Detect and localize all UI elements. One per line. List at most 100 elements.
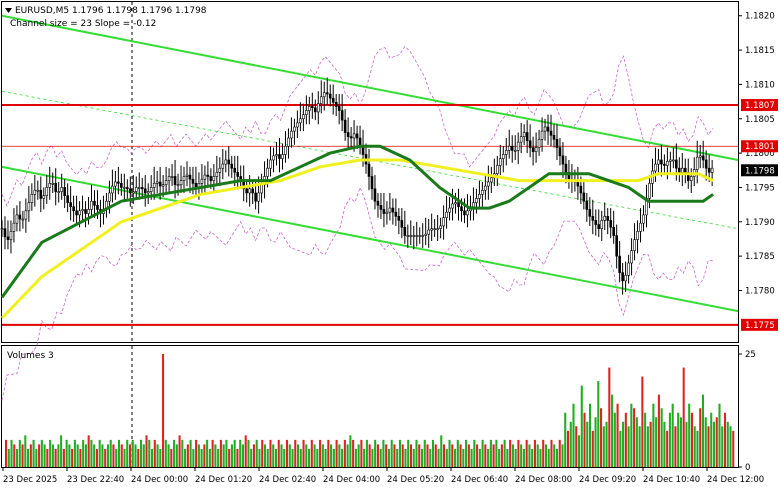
volume-bar xyxy=(718,403,721,467)
volume-bar xyxy=(73,439,76,467)
volume-bar xyxy=(379,448,382,467)
volume-bar xyxy=(162,354,165,467)
volume-bar xyxy=(707,426,710,467)
volume-bar xyxy=(619,430,622,467)
candle-body xyxy=(346,132,350,137)
candle-body xyxy=(460,206,463,212)
candle-body xyxy=(3,228,7,238)
volume-bar xyxy=(481,439,484,467)
volume-bar xyxy=(721,426,724,467)
volume-bar xyxy=(401,444,404,467)
volume-bar xyxy=(600,408,603,467)
candle-body xyxy=(552,134,556,140)
volume-bar xyxy=(38,444,41,467)
candle-body xyxy=(218,167,222,173)
candle-body xyxy=(558,147,562,157)
candle-body xyxy=(660,159,663,165)
candle-body xyxy=(131,191,135,194)
candle-body xyxy=(251,188,254,194)
volume-bar xyxy=(630,403,633,467)
volume-bar xyxy=(285,439,289,467)
volume-axis: 25 0 xyxy=(738,350,756,473)
volume-bar xyxy=(542,439,545,467)
candle-body xyxy=(140,187,144,190)
candle-body xyxy=(352,133,356,139)
candle-body xyxy=(63,187,66,196)
candle-body xyxy=(504,150,508,155)
candle-body xyxy=(302,114,305,120)
volume-bar xyxy=(666,430,669,467)
volume-bar xyxy=(476,444,479,467)
volume-bar xyxy=(611,394,614,467)
candle-body xyxy=(176,184,180,187)
volume-bar xyxy=(32,439,35,467)
volume-bar xyxy=(43,444,46,467)
candle-body xyxy=(475,198,478,203)
volume-bar xyxy=(533,439,536,467)
candle-body xyxy=(546,126,550,132)
candle-body xyxy=(269,159,272,169)
volume-bar xyxy=(13,444,16,467)
channel-info: Channel size = 23 Slope = -0.12 xyxy=(10,19,156,29)
volume-bar xyxy=(723,412,727,467)
candle-body xyxy=(498,158,502,166)
candle-body xyxy=(537,139,541,148)
volume-bar xyxy=(657,394,660,467)
candle-body xyxy=(146,191,150,194)
volume-pane-frame xyxy=(1,345,739,468)
candle-body xyxy=(340,110,344,121)
volume-bar xyxy=(35,448,38,467)
volume-bar xyxy=(365,439,368,467)
price-tick-label: 1.1780 xyxy=(745,286,775,296)
volume-bar xyxy=(266,448,269,467)
volume-bar xyxy=(539,448,542,467)
candle-body xyxy=(30,194,34,203)
candle-body xyxy=(260,184,263,194)
candle-body xyxy=(299,118,302,124)
price-tick-label: 1.1810 xyxy=(745,80,775,90)
candle-body xyxy=(701,155,705,161)
candle-body xyxy=(188,174,192,180)
candle-body xyxy=(24,210,28,220)
candle-body xyxy=(528,140,532,148)
candle-body xyxy=(126,187,129,190)
candle-body xyxy=(152,183,156,188)
volume-bar xyxy=(434,444,437,467)
candle-body xyxy=(370,176,374,190)
volume-bar xyxy=(633,408,636,467)
candle-body xyxy=(481,189,484,195)
volume-bar xyxy=(608,367,611,467)
candle-body xyxy=(439,225,442,229)
candle-body xyxy=(513,150,517,152)
candle-body xyxy=(328,93,332,99)
candle-body xyxy=(179,180,183,186)
volume-bar xyxy=(236,448,239,467)
candle-body xyxy=(134,187,138,192)
volume-bar xyxy=(142,444,145,467)
candle-body xyxy=(66,195,69,203)
candle-body xyxy=(75,210,78,216)
volume-bar xyxy=(181,439,184,467)
volume-bar xyxy=(109,439,112,467)
candle-body xyxy=(36,189,40,192)
volume-bar xyxy=(261,439,264,467)
volume-bar xyxy=(525,439,528,467)
volume-bar xyxy=(60,435,63,467)
price-badge-label: 1.1801 xyxy=(745,142,775,152)
candle-body xyxy=(111,185,114,194)
candle-body xyxy=(666,161,669,166)
volume-bar xyxy=(459,444,462,467)
volume-bar xyxy=(553,444,556,467)
candle-body xyxy=(564,163,568,173)
volume-bar xyxy=(195,439,198,467)
candle-body xyxy=(639,222,642,232)
candle-body xyxy=(284,145,287,155)
candle-body xyxy=(618,255,621,273)
volume-bar xyxy=(126,439,129,467)
volume-bar xyxy=(167,444,170,467)
price-pane-frame xyxy=(1,1,739,343)
triangle-down-icon[interactable] xyxy=(5,8,12,13)
volume-bar xyxy=(153,439,156,467)
volume-bar xyxy=(635,417,638,467)
